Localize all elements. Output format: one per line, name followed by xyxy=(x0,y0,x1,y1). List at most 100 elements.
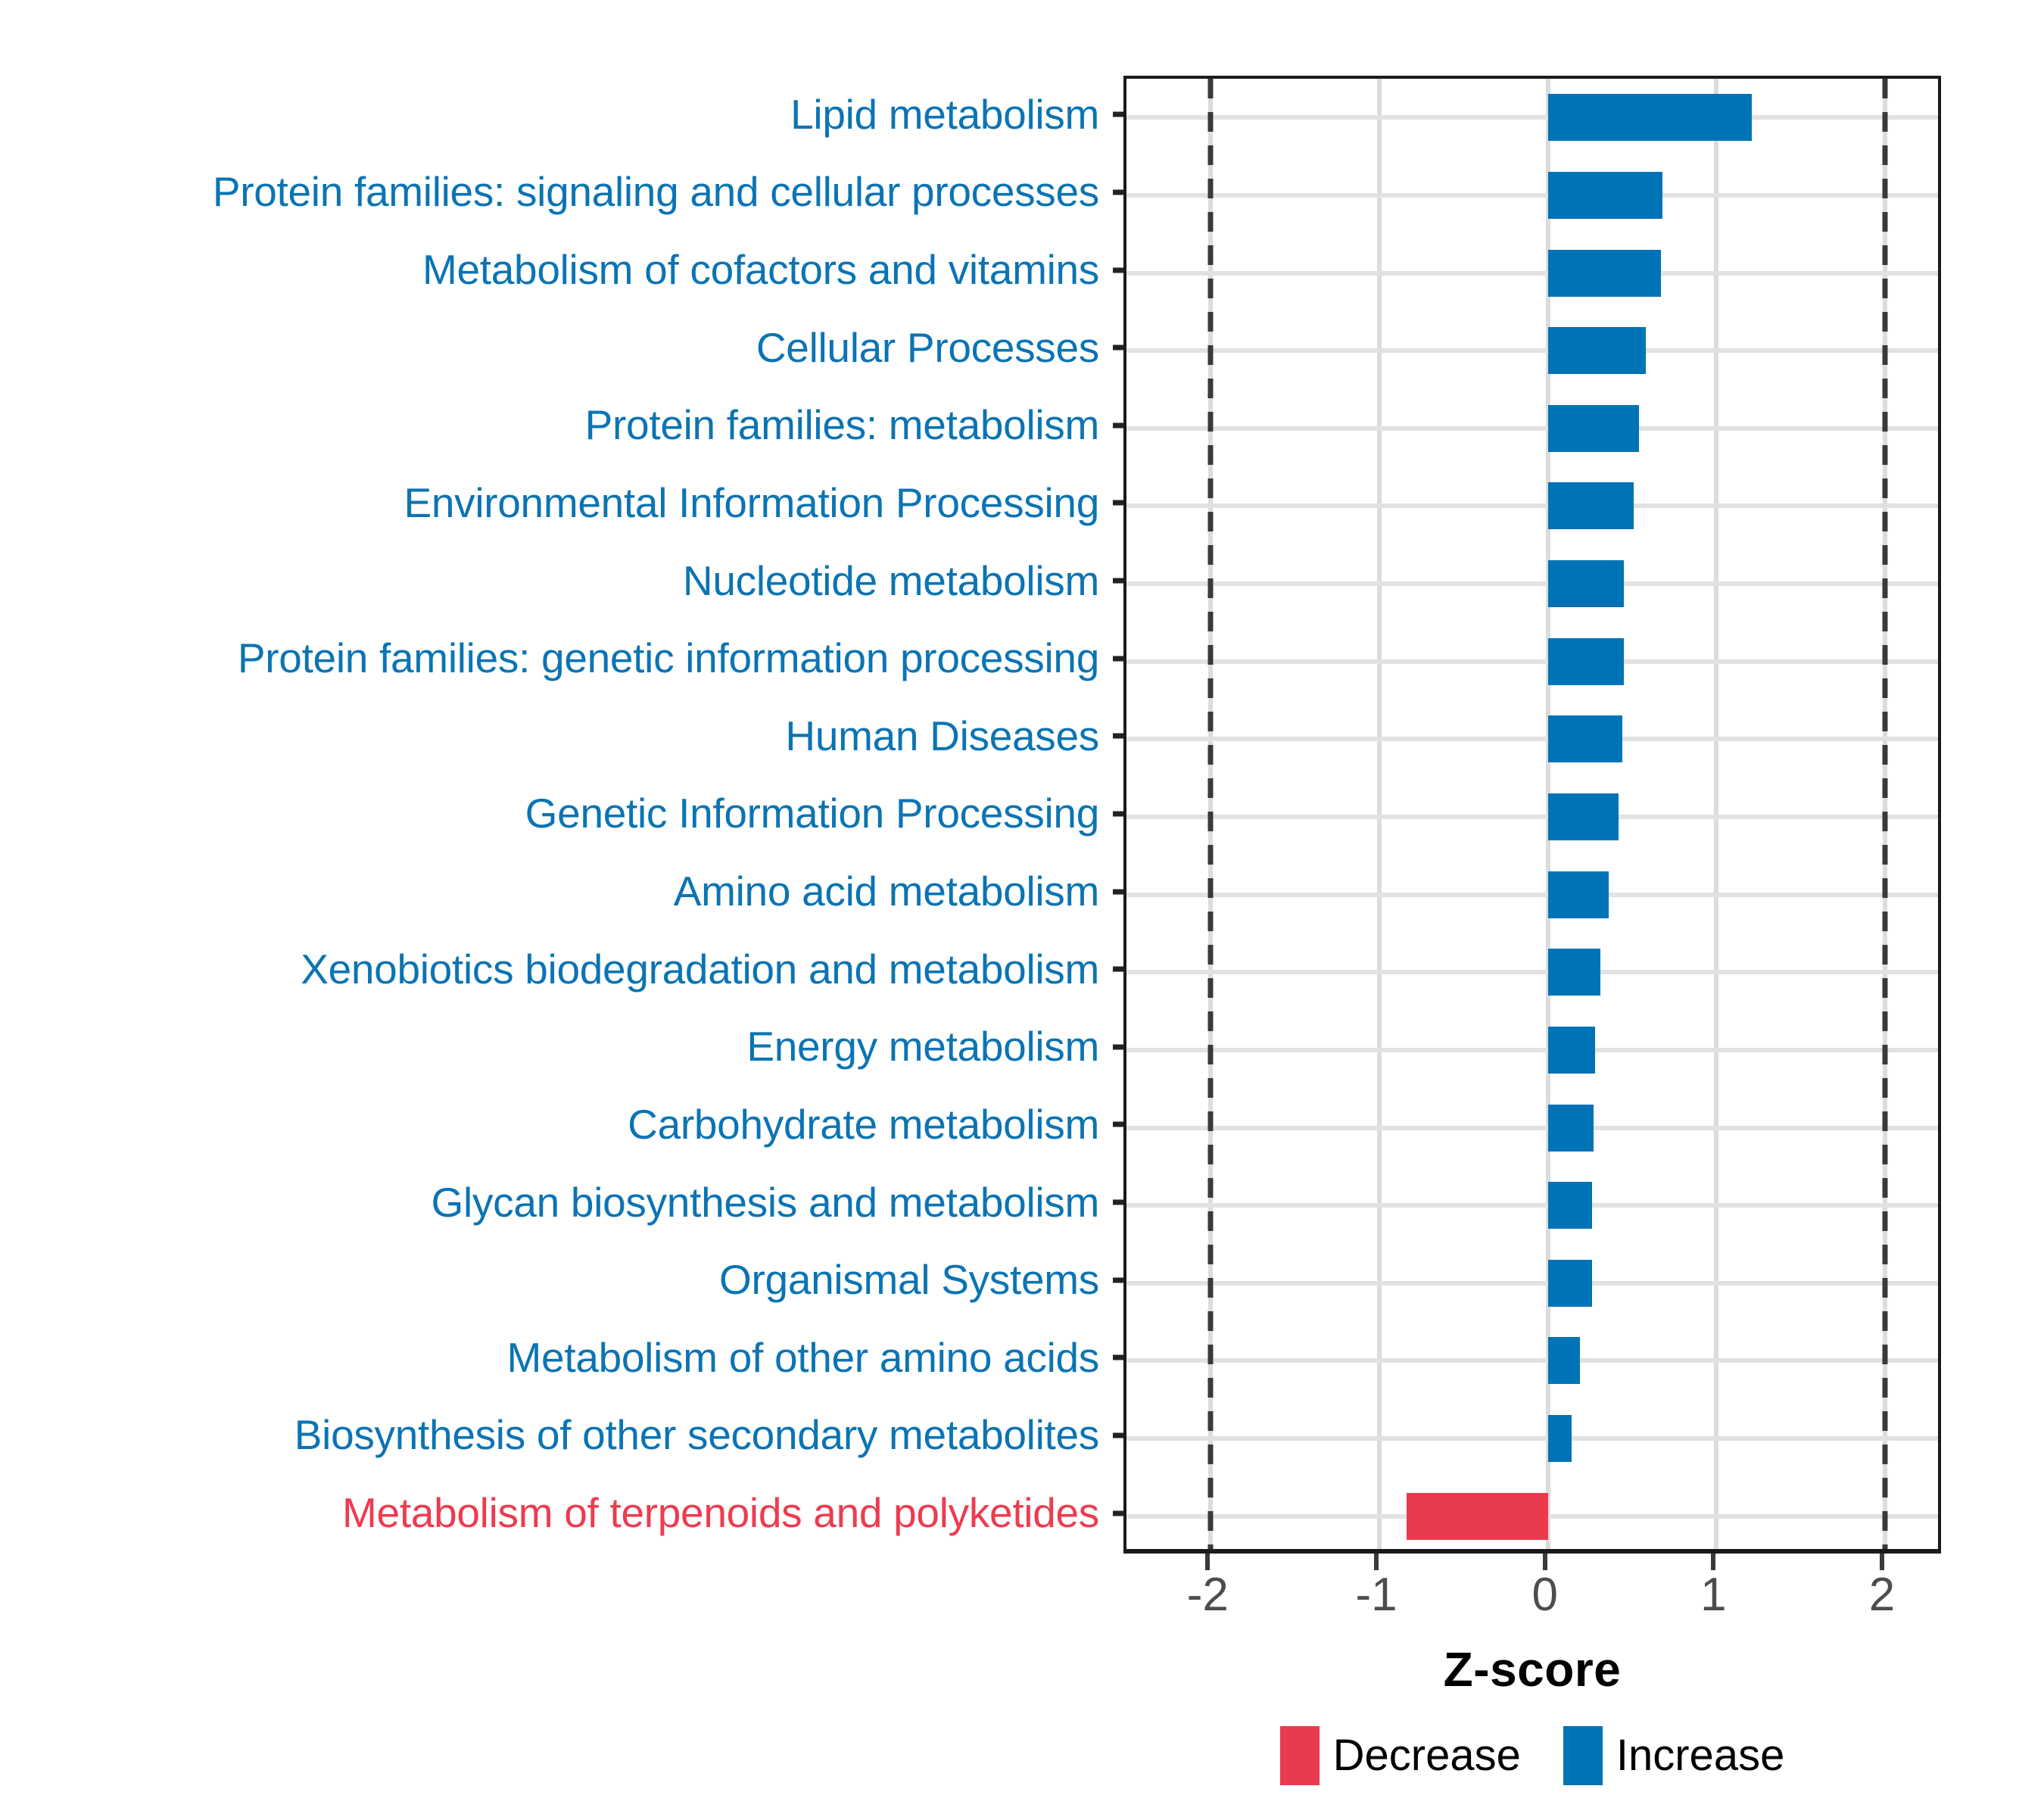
bar xyxy=(1547,1182,1592,1230)
y-axis-tick-mark xyxy=(1113,267,1123,273)
y-axis-tick xyxy=(1113,1474,1123,1552)
y-axis-tick-mark xyxy=(1113,1121,1123,1127)
bar xyxy=(1547,871,1609,918)
y-axis-label-row: Nucleotide metabolism xyxy=(0,542,1113,620)
chart-legend: Decrease Increase xyxy=(1123,1726,1941,1785)
y-axis-category-label: Energy metabolism xyxy=(746,1023,1099,1071)
x-axis-line xyxy=(1123,1549,1941,1554)
y-axis-tick xyxy=(1113,1086,1123,1164)
y-axis-tick-mark xyxy=(1113,811,1123,817)
y-axis-category-label: Metabolism of cofactors and vitamins xyxy=(422,246,1099,294)
horizontal-gridline xyxy=(1126,192,1938,198)
y-axis-tick-mark xyxy=(1113,578,1123,584)
y-axis-label-row: Cellular Processes xyxy=(0,309,1113,387)
y-axis-category-label: Protein families: signaling and cellular… xyxy=(212,168,1099,216)
y-axis-label-row: Organismal Systems xyxy=(0,1241,1113,1319)
y-axis-tick xyxy=(1113,1397,1123,1475)
y-axis-tick-mark xyxy=(1113,656,1123,662)
reference-dashed-line xyxy=(1882,79,1888,1549)
y-axis-tick xyxy=(1113,309,1123,387)
bar xyxy=(1547,249,1661,297)
bar xyxy=(1547,1026,1596,1074)
y-axis-tick xyxy=(1113,76,1123,154)
y-axis-label-row: Energy metabolism xyxy=(0,1008,1113,1086)
y-axis-tick xyxy=(1113,1008,1123,1086)
horizontal-gridline xyxy=(1126,348,1938,354)
x-axis-tick-marks xyxy=(1123,1554,1941,1570)
horizontal-gridline xyxy=(1126,503,1938,509)
y-axis-tick xyxy=(1113,697,1123,775)
horizontal-gridline xyxy=(1126,737,1938,742)
y-axis-category-label: Protein families: metabolism xyxy=(584,401,1100,449)
y-axis-category-label: Nucleotide metabolism xyxy=(682,556,1099,604)
y-axis-label-row: Xenobiotics biodegradation and metabolis… xyxy=(0,930,1113,1008)
y-axis-tick-marks xyxy=(1113,76,1123,1552)
x-axis-tick-labels: -2 -1 0 1 2 xyxy=(1123,1572,1941,1632)
bar xyxy=(1547,560,1624,608)
y-axis-category-label: Protein families: genetic information pr… xyxy=(237,634,1099,682)
y-axis-tick-mark xyxy=(1113,422,1123,429)
legend-color-swatch xyxy=(1563,1726,1603,1785)
x-axis-tick-label: 0 xyxy=(1531,1569,1558,1621)
y-axis-tick-mark xyxy=(1113,1277,1123,1283)
y-axis-category-label: Genetic Information Processing xyxy=(525,790,1100,837)
y-axis-category-label: Glycan biosynthesis and metabolism xyxy=(431,1178,1100,1226)
y-axis-category-label: Environmental Information Processing xyxy=(404,478,1099,526)
y-axis-category-label: Xenobiotics biodegradation and metabolis… xyxy=(301,945,1099,993)
y-axis-label-row: Human Diseases xyxy=(0,697,1113,775)
y-axis-label-row: Biosynthesis of other secondary metaboli… xyxy=(0,1397,1113,1475)
bar xyxy=(1547,637,1624,685)
y-axis-label-row: Protein families: metabolism xyxy=(0,387,1113,465)
x-axis-tick-mark xyxy=(1374,1554,1379,1570)
legend-item: Increase xyxy=(1563,1726,1784,1785)
y-axis-tick xyxy=(1113,852,1123,930)
y-axis-tick-mark xyxy=(1113,1432,1123,1438)
horizontal-gridline xyxy=(1126,659,1938,664)
y-axis-tick xyxy=(1113,542,1123,620)
y-axis-tick-mark xyxy=(1113,500,1123,506)
horizontal-gridline xyxy=(1126,1203,1938,1208)
legend-color-swatch xyxy=(1279,1726,1320,1785)
horizontal-gridline xyxy=(1126,815,1938,819)
y-axis-label-row: Glycan biosynthesis and metabolism xyxy=(0,1164,1113,1242)
bar xyxy=(1547,715,1622,763)
y-axis-tick xyxy=(1113,775,1123,853)
y-axis-label-row: Genetic Information Processing xyxy=(0,775,1113,853)
horizontal-gridline xyxy=(1126,892,1938,897)
y-axis-tick-mark xyxy=(1113,733,1123,739)
bar xyxy=(1547,1415,1572,1463)
y-axis-tick-mark xyxy=(1113,889,1123,895)
bar xyxy=(1547,793,1619,840)
reference-dashed-line xyxy=(1207,79,1214,1549)
legend-label: Increase xyxy=(1616,1731,1785,1780)
y-axis-label-row: Protein families: signaling and cellular… xyxy=(0,154,1113,232)
y-axis-tick-mark xyxy=(1113,1354,1123,1360)
horizontal-gridline xyxy=(1126,115,1938,120)
y-axis-tick xyxy=(1113,231,1123,309)
bar xyxy=(1547,1104,1594,1152)
y-axis-tick-mark xyxy=(1113,189,1123,195)
x-axis-tick-label: -2 xyxy=(1186,1569,1229,1621)
y-axis-tick xyxy=(1113,1164,1123,1242)
horizontal-gridline xyxy=(1126,581,1938,587)
horizontal-gridline xyxy=(1126,270,1938,276)
y-axis-category-label: Human Diseases xyxy=(785,712,1099,759)
y-axis-tick-mark xyxy=(1113,1199,1123,1205)
horizontal-gridline xyxy=(1126,1125,1938,1130)
horizontal-gridline xyxy=(1126,1436,1938,1441)
y-axis-tick-mark xyxy=(1113,1510,1123,1516)
bar xyxy=(1406,1492,1548,1540)
bar xyxy=(1547,1337,1580,1385)
y-axis-category-label: Metabolism of terpenoids and polyketides xyxy=(342,1489,1099,1537)
y-axis-label-row: Environmental Information Processing xyxy=(0,464,1113,542)
bar xyxy=(1547,1259,1592,1307)
x-axis-tick-mark xyxy=(1711,1554,1716,1570)
y-axis-label-row: Metabolism of other amino acids xyxy=(0,1319,1113,1397)
y-axis-tick xyxy=(1113,930,1123,1008)
legend-item: Decrease xyxy=(1279,1726,1521,1785)
y-axis-tick-mark xyxy=(1113,111,1123,117)
horizontal-gridline xyxy=(1126,1358,1938,1364)
horizontal-gridline xyxy=(1126,1280,1938,1286)
y-axis-category-label: Amino acid metabolism xyxy=(673,868,1100,915)
